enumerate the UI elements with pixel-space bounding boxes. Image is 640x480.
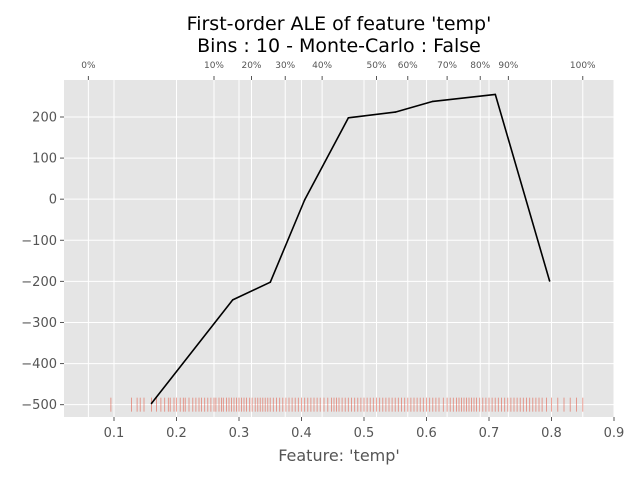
x-axis-label: Feature: 'temp' — [278, 446, 400, 465]
y-tick-label: −200 — [21, 275, 57, 290]
y-gridlines — [64, 116, 614, 406]
y-tick-label: 200 — [32, 110, 57, 125]
y-tick-label: −300 — [21, 316, 57, 331]
rug-marks — [110, 397, 584, 412]
y-tick-label: −100 — [21, 234, 57, 249]
x-tick-label: 0.9 — [604, 426, 625, 441]
quantile-tick-label: 20% — [241, 61, 261, 71]
quantile-tick-label: 30% — [275, 61, 295, 71]
top-quantile-ticks: 0% 10% 20% 30% 40% 50% 60% 70% 80% 90% 100% — [81, 61, 596, 80]
ale-point — [231, 299, 234, 301]
y-axis-ticks: 200 100 0 −100 −200 −300 −400 −500 — [21, 110, 64, 413]
x-tick-label: 0.5 — [354, 426, 375, 441]
ale-point — [269, 281, 272, 284]
quantile-gridlines — [87, 80, 584, 417]
quantile-tick-label: 60% — [398, 61, 418, 71]
chart-title-line-1: First-order ALE of feature 'temp' — [187, 13, 492, 35]
y-tick-label: 0 — [49, 193, 57, 208]
x-tick-label: 0.3 — [229, 426, 250, 441]
ale-point — [303, 199, 306, 201]
quantile-tick-label: 0% — [81, 61, 96, 71]
x-tick-label: 0.7 — [479, 426, 500, 441]
x-axis-ticks: 0.1 0.2 0.3 0.4 0.5 0.6 0.7 0.8 0.9 — [104, 417, 625, 441]
quantile-tick-label: 90% — [498, 61, 518, 71]
y-tick-label: 100 — [32, 152, 57, 167]
x-tick-label: 0.2 — [166, 426, 187, 441]
quantile-tick-label: 100% — [570, 61, 596, 71]
ale-point — [150, 402, 153, 405]
x-tick-label: 0.8 — [541, 426, 562, 441]
ale-point — [494, 93, 497, 96]
quantile-tick-label: 40% — [312, 61, 332, 71]
x-tick-label: 0.6 — [416, 426, 437, 441]
ale-point — [347, 117, 350, 119]
x-tick-label: 0.4 — [291, 426, 312, 441]
ale-point — [548, 280, 551, 282]
quantile-tick-label: 10% — [204, 61, 224, 71]
quantile-tick-label: 80% — [470, 61, 490, 71]
chart-title-line-2: Bins : 10 - Monte-Carlo : False — [197, 35, 481, 57]
quantile-tick-label: 70% — [437, 61, 457, 71]
x-gridlines — [113, 80, 615, 417]
y-tick-label: −500 — [21, 398, 57, 413]
plot-area — [64, 80, 614, 417]
y-tick-label: −400 — [21, 357, 57, 372]
ale-point — [394, 111, 397, 113]
x-tick-label: 0.1 — [104, 426, 125, 441]
ale-series — [150, 93, 551, 405]
ale-point — [431, 100, 434, 103]
quantile-tick-label: 50% — [366, 61, 386, 71]
